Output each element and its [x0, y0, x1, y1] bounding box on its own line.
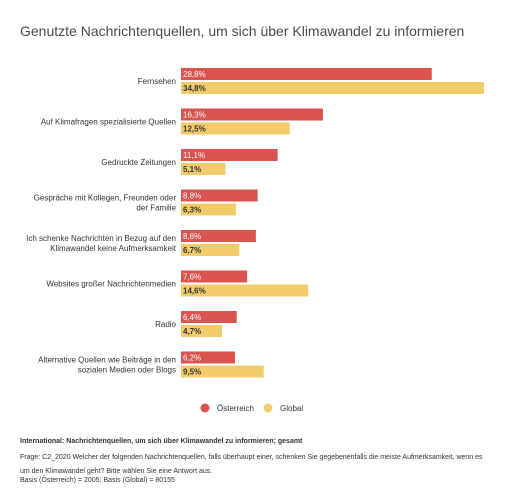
- category-label: Ich schenke Nachrichten in Bezug auf den…: [26, 234, 177, 253]
- bar-oesterreich: [181, 189, 258, 202]
- data-label: 14,6%: [183, 287, 206, 296]
- bar-global: [181, 82, 484, 94]
- bar-global: [181, 365, 264, 378]
- category-label: Websites großer Nachrichtenmedien: [46, 280, 176, 289]
- bar-oesterreich: [181, 149, 278, 161]
- data-label: 8,6%: [183, 232, 201, 241]
- legend-label: Global: [280, 404, 303, 413]
- legend-label: Österreich: [217, 404, 254, 413]
- category-label: Gedruckte Zeitungen: [101, 158, 176, 167]
- bar-oesterreich: [181, 108, 323, 121]
- data-label: 6,2%: [183, 354, 201, 363]
- data-label: 6,3%: [183, 206, 201, 215]
- data-label: 7,6%: [183, 273, 201, 282]
- footer-base: Basis (Österreich) = 2005; Basis (Global…: [20, 477, 175, 484]
- data-label: 16,3%: [183, 111, 206, 120]
- legend-marker: [200, 403, 210, 413]
- data-label: 8,8%: [183, 192, 201, 201]
- data-label: 34,8%: [183, 84, 206, 93]
- category-label: Alternative Quellen wie Beiträge in den s…: [38, 356, 176, 375]
- data-label: 28,8%: [183, 70, 206, 79]
- data-label: 11,1%: [183, 151, 205, 160]
- category-label: Radio: [155, 320, 176, 329]
- bar-oesterreich: [181, 230, 256, 242]
- data-label: 6,7%: [183, 246, 201, 255]
- chart-title: Genutzte Nachrichtenquellen, um sich übe…: [20, 23, 465, 39]
- bar-global: [181, 284, 309, 297]
- category-label: Auf Klimafragen spezialisierte Quellen: [41, 118, 176, 127]
- category-label: Gespräche mit Kollegen, Freunden oder der…: [34, 194, 177, 213]
- data-label: 9,5%: [183, 368, 201, 377]
- category-label: Fernsehen: [138, 77, 176, 86]
- data-label: 12,5%: [183, 125, 206, 134]
- bar-oesterreich: [181, 68, 432, 80]
- bar-global: [181, 244, 240, 256]
- data-label: 4,7%: [183, 327, 201, 336]
- bar-chart: Fernsehen 28,8% 34,8% Auf Klimafragen spezi…: [26, 68, 484, 413]
- bar-global: [181, 122, 290, 135]
- footer-heading: International: Nachrichtenquellen, um si…: [20, 438, 303, 445]
- data-label: 5,1%: [183, 165, 201, 174]
- bar-global: [181, 325, 222, 337]
- bar-oesterreich: [181, 311, 237, 323]
- bar-global: [181, 203, 236, 216]
- legend-marker: [263, 403, 273, 413]
- bar-global: [181, 163, 226, 175]
- data-label: 6,4%: [183, 313, 201, 322]
- footer-question: Frage: C2_2020 Welcher der folgenden Nac…: [20, 454, 483, 475]
- bar-oesterreich: [181, 351, 235, 364]
- bar-oesterreich: [181, 270, 248, 283]
